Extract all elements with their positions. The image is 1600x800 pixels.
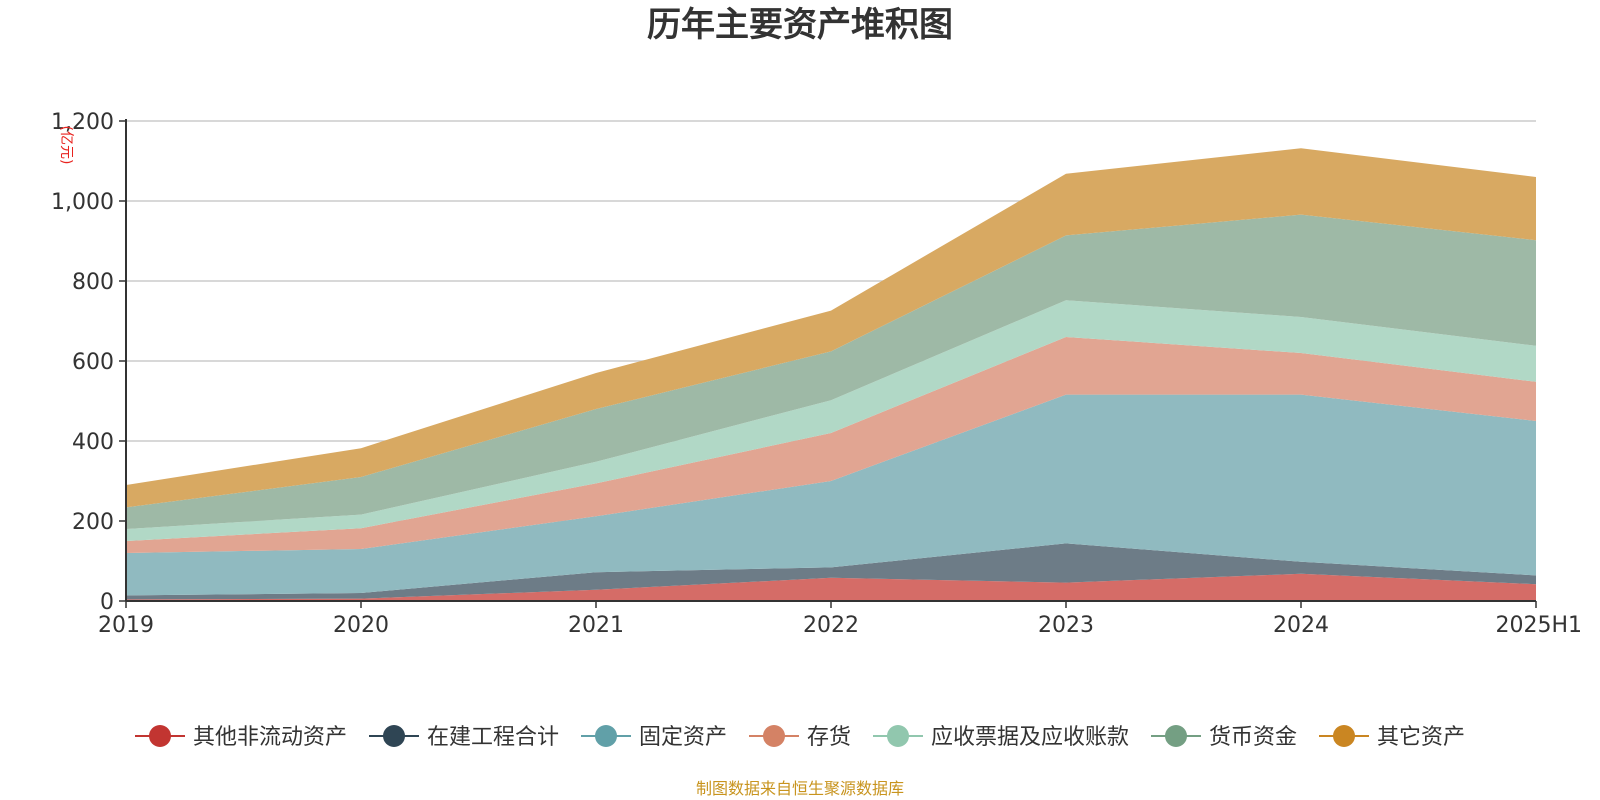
legend-item-4[interactable]: 存货 <box>749 725 851 750</box>
y-axis-unit-label: (亿元) <box>58 126 74 165</box>
y-tick-label-2: 400 <box>72 430 114 455</box>
legend-label: 固定资产 <box>639 725 727 750</box>
area-series-2 <box>126 543 1536 600</box>
x-tick-label-2: 2021 <box>568 613 624 638</box>
x-tick-label-6: 2025H1 <box>1495 613 1582 638</box>
x-tick-label-5: 2024 <box>1273 613 1329 638</box>
legend: 其他非流动资产 在建工程合计 固定资产 存货 应收票据及应收账款 货币资金 其它资产 <box>135 725 1465 750</box>
legend-label: 存货 <box>807 725 851 750</box>
legend-item-6[interactable]: 货币资金 <box>1151 725 1297 750</box>
data-source-note: 制图数据来自恒生聚源数据库 <box>696 779 904 798</box>
x-tick-label-0: 2019 <box>98 613 154 638</box>
legend-label: 应收票据及应收账款 <box>931 725 1129 750</box>
legend-item-7[interactable]: 其它资产 <box>1319 725 1465 750</box>
legend-item-2[interactable]: 在建工程合计 <box>369 725 559 750</box>
area-series-4 <box>126 337 1536 553</box>
legend-circle-marker <box>149 725 171 747</box>
y-tick-label-6: 1,200 <box>51 110 114 135</box>
legend-label: 货币资金 <box>1209 725 1297 750</box>
legend-label: 在建工程合计 <box>427 725 559 750</box>
x-tick-label-1: 2020 <box>333 613 389 638</box>
area-series-layer <box>126 148 1536 601</box>
area-series-5 <box>126 300 1536 541</box>
x-tick-label-4: 2023 <box>1038 613 1094 638</box>
area-series-6 <box>126 214 1536 529</box>
area-series-3 <box>126 394 1536 596</box>
x-tick-label-3: 2022 <box>803 613 859 638</box>
legend-circle-marker <box>763 725 785 747</box>
legend-label: 其他非流动资产 <box>193 725 347 750</box>
chart-title: 历年主要资产堆积图 <box>647 5 953 45</box>
area-series-7 <box>126 148 1536 508</box>
axes: 0 200 400 600 800 1,000 1,200 2019 2020 2021 2022 2… <box>51 110 1582 638</box>
y-tick-label-0: 0 <box>100 590 114 615</box>
legend-circle-marker <box>1165 725 1187 747</box>
legend-circle-marker <box>595 725 617 747</box>
legend-item-3[interactable]: 固定资产 <box>581 725 727 750</box>
legend-circle-marker <box>383 725 405 747</box>
legend-label: 其它资产 <box>1377 725 1465 750</box>
y-tick-label-4: 800 <box>72 270 114 295</box>
legend-circle-marker <box>1333 725 1355 747</box>
legend-item-5[interactable]: 应收票据及应收账款 <box>873 725 1129 750</box>
area-series-1 <box>126 573 1536 601</box>
y-tick-label-1: 200 <box>72 510 114 535</box>
legend-circle-marker <box>887 725 909 747</box>
legend-item-1[interactable]: 其他非流动资产 <box>135 725 347 750</box>
y-tick-label-3: 600 <box>72 350 114 375</box>
y-tick-label-5: 1,000 <box>51 190 114 215</box>
